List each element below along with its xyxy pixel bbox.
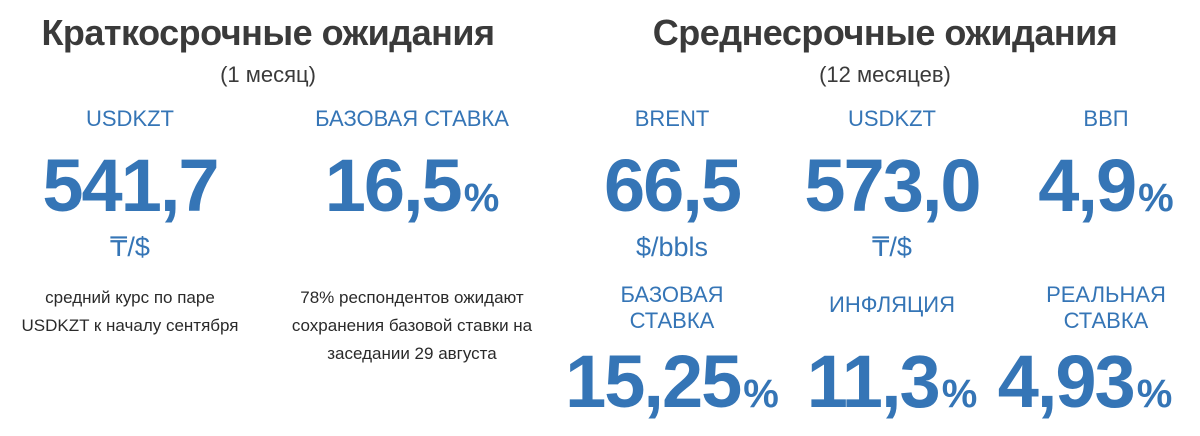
value-number: 573,0 [804,144,981,227]
indicator-note: 78% респондентов ожидают сохранения базо… [272,284,552,368]
indicator-label: BRENT [634,106,710,131]
indicator-label: ИНФЛЯЦИЯ [829,292,955,317]
value-number: 541,7 [42,144,219,227]
indicator-value: 15,25% [540,342,804,434]
value-number: 66,5 [603,144,742,227]
indicator-note: средний курс по паре USDKZT к началу сен… [0,284,270,340]
value-unit: % [941,372,978,416]
note-line: заседании 29 августа [327,344,497,363]
value-number: 4,9 [1038,144,1137,227]
value-number: 16,5 [324,144,463,227]
value-unit: % [1138,176,1174,220]
value-number: 4,93 [997,340,1136,423]
indicator-value: 4,9% [976,146,1200,238]
indicator-value: 573,0 [762,146,1022,226]
value-number: 15,25 [565,340,742,423]
section-subtitle: (12 месяцев) [819,62,951,87]
indicator-value: 11,3% [762,342,1022,434]
value-unit: % [743,372,779,416]
indicator-unit: $/bbls [635,232,709,262]
value-number: 11,3 [806,340,941,423]
note-line: сохранения базовой ставки на [291,316,533,335]
indicator-unit: ₸/$ [110,232,150,262]
value-unit: % [1136,372,1173,416]
indicator-label: USDKZT [848,106,936,131]
indicator-unit: ₸/$ [872,232,912,262]
indicator-label: ВВП [1083,106,1129,131]
indicator-label: БАЗОВАЯ СТАВКА [620,282,724,333]
indicator-label: РЕАЛЬНАЯ СТАВКА [1046,282,1166,333]
indicator-value: 66,5 [542,146,802,226]
indicator-value: 541,7 [0,146,260,226]
indicator-label: USDKZT [86,106,174,131]
indicator-label: БАЗОВАЯ СТАВКА [315,106,509,131]
value-unit: % [463,176,500,220]
section-subtitle: (1 месяц) [220,62,316,87]
note-line: 78% респондентов ожидают [300,288,524,307]
section-title: Среднесрочные ожидания [652,12,1118,53]
note-line: USDKZT к началу сентября [21,316,239,335]
section-title: Краткосрочные ожидания [41,12,495,53]
indicator-value: 4,93% [970,342,1200,434]
note-line: средний курс по паре [45,288,215,307]
indicator-value: 16,5% [282,146,542,238]
